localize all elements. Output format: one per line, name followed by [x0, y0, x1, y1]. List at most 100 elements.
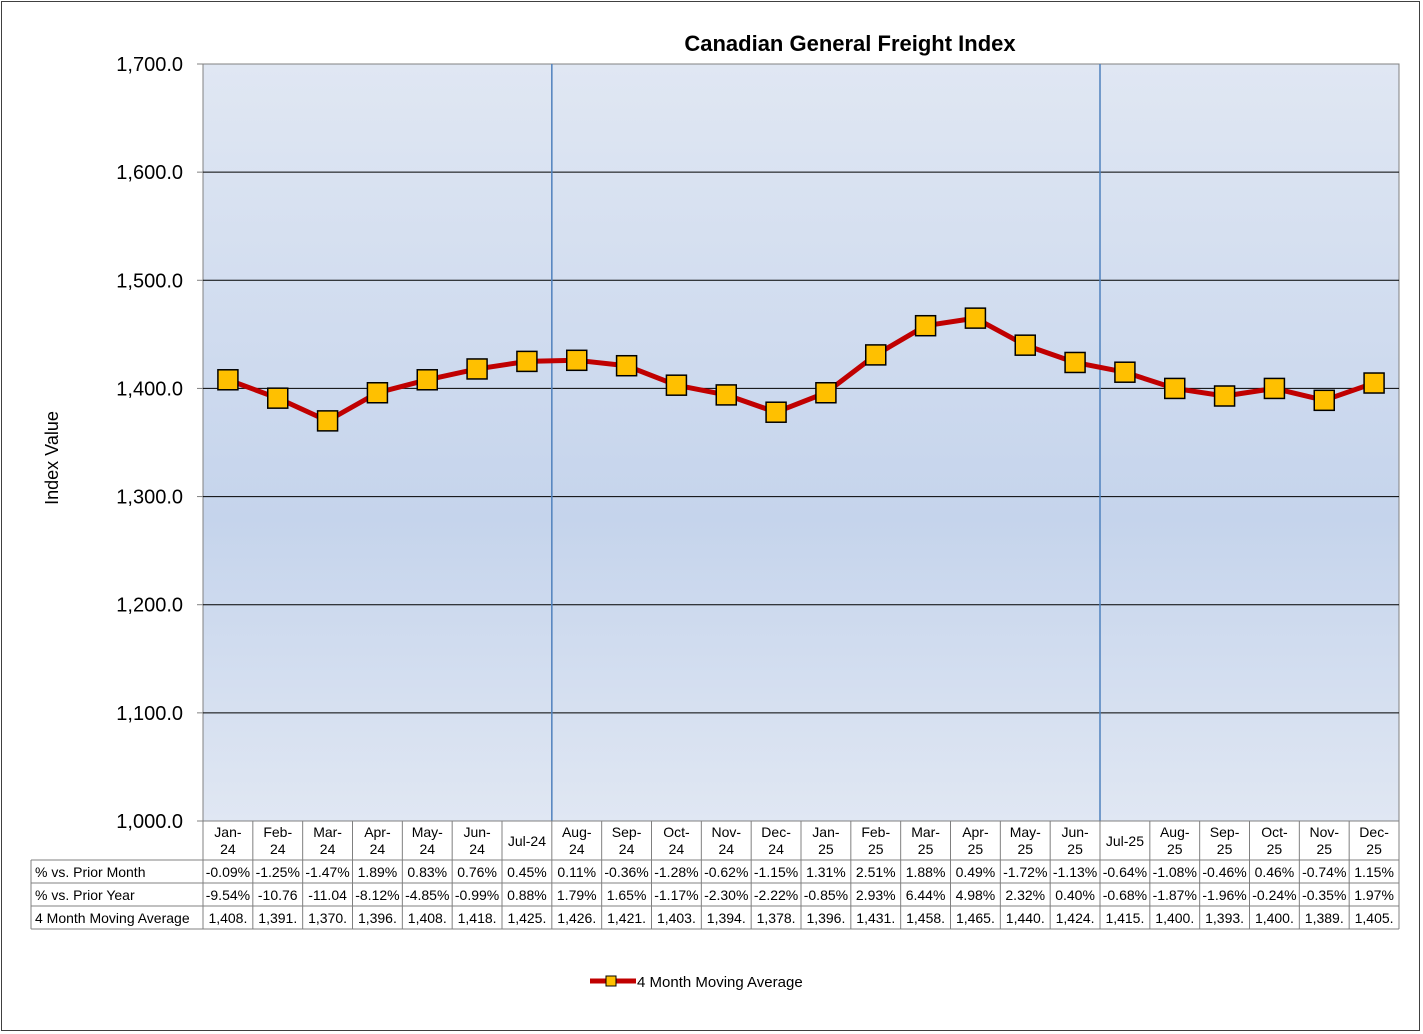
table-cell: -2.22%: [754, 887, 798, 903]
x-category-label: Jun-: [463, 824, 491, 840]
x-category-label: Nov-: [1309, 824, 1339, 840]
table-cell: 2.93%: [856, 887, 896, 903]
table-cell: -2.30%: [704, 887, 748, 903]
legend-label: 4 Month Moving Average: [637, 974, 803, 991]
y-tick-label: 1,700.0: [116, 54, 183, 76]
x-category-label: Jul-24: [508, 833, 546, 849]
y-tick-label: 1,200.0: [116, 595, 183, 617]
table-cell: 0.40%: [1055, 887, 1095, 903]
table-cell: 1,405.: [1355, 910, 1394, 926]
x-category-label: 25: [1366, 841, 1382, 857]
table-cell: 1.79%: [557, 887, 597, 903]
data-point-marker: [1313, 389, 1335, 412]
table-cell: -10.76: [258, 887, 298, 903]
data-point-marker: [865, 344, 887, 366]
y-tick-label: 1,500.0: [116, 270, 183, 292]
table-row-label: % vs. Prior Year: [35, 887, 135, 903]
table-cell: 1,391.: [258, 910, 297, 926]
data-point-marker: [267, 387, 289, 409]
x-category-label: Mar-: [911, 824, 940, 840]
table-cell: -0.74%: [1302, 864, 1346, 880]
table-cell: -0.64%: [1103, 864, 1147, 880]
table-cell: 0.76%: [457, 864, 497, 880]
data-point-marker: [416, 369, 438, 391]
x-category-label: 24: [569, 841, 585, 857]
table-cell: -0.62%: [704, 864, 748, 880]
legend: 4 Month Moving Average: [590, 974, 803, 991]
x-category-label: 24: [419, 841, 435, 857]
x-category-label: Aug-: [562, 824, 592, 840]
x-category-label: 24: [619, 841, 635, 857]
data-point-marker: [366, 382, 389, 404]
x-category-label: 24: [220, 841, 236, 857]
x-category-label: 25: [1217, 841, 1233, 857]
table-cell: -1.13%: [1053, 864, 1097, 880]
table-cell: 1,440.: [1006, 910, 1045, 926]
table-cell: 1,408.: [208, 910, 247, 926]
table-cell: 0.11%: [557, 864, 596, 880]
data-point-marker: [316, 410, 339, 432]
data-point-marker: [765, 401, 787, 423]
table-cell: -0.09%: [206, 864, 250, 880]
data-point-marker: [1064, 351, 1086, 374]
table-cell: -0.68%: [1103, 887, 1147, 903]
x-category-label: 25: [1267, 841, 1283, 857]
x-category-label: 25: [1067, 841, 1083, 857]
table-cell: -1.87%: [1153, 887, 1197, 903]
x-category-label: Dec-: [761, 824, 791, 840]
y-tick-label: 1,300.0: [116, 487, 183, 509]
table-cell: 0.45%: [507, 864, 547, 880]
x-category-label: May-: [412, 824, 443, 840]
table-cell: 1.89%: [358, 864, 398, 880]
y-tick-label: 1,600.0: [116, 162, 183, 184]
data-point-marker: [516, 350, 538, 373]
x-category-label: Sep-: [1210, 824, 1240, 840]
table-cell: 1,370.: [308, 910, 347, 926]
table-cell: -1.25%: [256, 864, 300, 880]
data-point-marker: [1363, 372, 1385, 394]
x-category-label: 24: [669, 841, 685, 857]
x-category-label: 25: [1167, 841, 1183, 857]
table-cell: 0.88%: [507, 887, 547, 903]
table-cell: 1,403.: [657, 910, 696, 926]
table-cell: -1.17%: [654, 887, 698, 903]
table-cell: 1,396.: [358, 910, 397, 926]
table-cell: -8.12%: [355, 887, 399, 903]
table-cell: 1,458.: [906, 910, 945, 926]
y-axis-title: Index Value: [42, 411, 62, 505]
table-cell: 1,421.: [607, 910, 646, 926]
table-cell: -1.72%: [1003, 864, 1047, 880]
table-cell: -1.47%: [305, 864, 349, 880]
data-point-marker: [1263, 377, 1286, 400]
table-cell: 2.51%: [856, 864, 896, 880]
x-category-label: Feb-: [263, 824, 292, 840]
table-cell: -1.15%: [754, 864, 798, 880]
table-cell: -0.36%: [604, 864, 648, 880]
table-cell: -0.46%: [1202, 864, 1246, 880]
table-cell: 1,408.: [408, 910, 447, 926]
x-category-label: 25: [918, 841, 934, 857]
table-cell: 1,393.: [1205, 910, 1244, 926]
table-cell: -4.85%: [405, 887, 449, 903]
table-cell: 2.32%: [1005, 887, 1045, 903]
table-cell: 1,400.: [1155, 910, 1194, 926]
y-tick-label: 1,400.0: [116, 378, 183, 400]
table-cell: 1,396.: [806, 910, 845, 926]
table-cell: 1,465.: [956, 910, 995, 926]
table-cell: 0.46%: [1255, 864, 1295, 880]
x-category-label: 24: [469, 841, 485, 857]
table-cell: 1,378.: [757, 910, 796, 926]
table-cell: 1,415.: [1105, 910, 1144, 926]
table-cell: 1,389.: [1305, 910, 1344, 926]
x-category-label: 24: [320, 841, 336, 857]
table-cell: -1.28%: [654, 864, 698, 880]
data-point-marker: [1014, 334, 1036, 356]
y-axis-ticks: 1,000.0 1,100.0 1,200.0 1,300.0 1,400.0 1,500…: [116, 54, 203, 833]
table-cell: 1,431.: [856, 910, 895, 926]
y-tick-label: 1,000.0: [116, 811, 183, 833]
x-category-label: 25: [1316, 841, 1332, 857]
table-cell: 1,426.: [557, 910, 596, 926]
x-category-label: 25: [868, 841, 884, 857]
